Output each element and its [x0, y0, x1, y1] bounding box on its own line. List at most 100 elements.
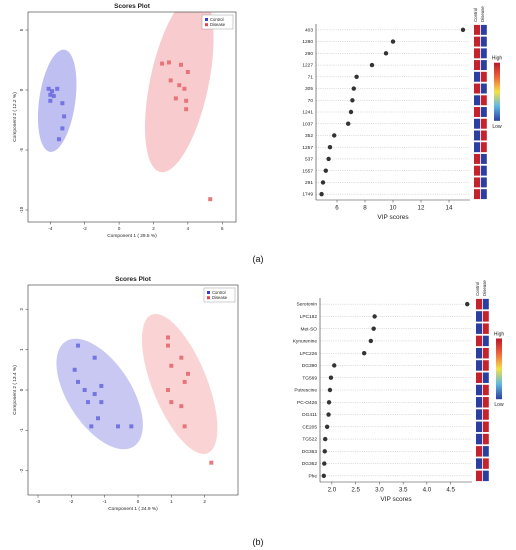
heat-cell-control-a [474, 189, 480, 200]
data-point-disease [166, 343, 170, 348]
y-tick-label-b: 1 [19, 348, 24, 351]
data-point-disease [166, 60, 171, 65]
data-point-control [89, 424, 94, 429]
data-point-disease [169, 400, 174, 405]
heat-cell-control-a [474, 153, 480, 164]
vip-point-a [326, 156, 331, 162]
vip-point-b [465, 301, 470, 307]
vip-point-a [348, 109, 354, 115]
data-point-control [99, 383, 104, 388]
heat-cell-disease-b [482, 458, 489, 469]
heat-cell-disease-b [482, 397, 489, 408]
heat-cell-control-a [474, 107, 480, 117]
data-point-disease [178, 62, 183, 67]
vip-point-a [319, 191, 324, 197]
x-tick-label-b: -1 [103, 499, 107, 504]
y-axis-label-a: Component 2 ( 12.2 %) [12, 92, 18, 142]
vip-point-a [460, 27, 466, 33]
heat-cell-control-b [476, 323, 482, 334]
data-point-disease [168, 78, 173, 83]
x-tick-label-a: 2 [152, 226, 155, 231]
data-point-control [92, 392, 97, 397]
heat-cell-disease-b [482, 409, 489, 420]
heat-cell-control-a [474, 165, 480, 176]
heat-cell-control-b [476, 409, 482, 420]
vip-point-b [372, 314, 377, 319]
legend-swatch-control [205, 18, 208, 21]
heat-cell-control-a [474, 24, 480, 35]
heat-cell-disease-a [480, 118, 487, 129]
data-point-control [46, 86, 51, 91]
data-point-disease [179, 355, 184, 360]
legend-swatch-disease [207, 296, 210, 300]
heat-cell-control-b [476, 421, 482, 433]
heat-cell-control-a [474, 142, 480, 153]
vip-feature-label-a: 1749 [302, 192, 313, 198]
heat-cell-control-a [474, 177, 480, 188]
scores-plot-title-a: Scores Plot [114, 3, 151, 10]
vip-feature-label-a: 1257 [302, 145, 313, 151]
data-point-disease [166, 388, 170, 392]
vip-feature-label-b: CE205 [302, 424, 317, 430]
data-point-control [48, 92, 53, 97]
vip-point-b [371, 326, 376, 331]
heat-cell-disease-a [480, 107, 487, 117]
plot-frame-a [27, 11, 237, 223]
data-point-disease [177, 83, 182, 88]
y-tick-label-b: -1 [19, 428, 24, 432]
vip-feature-label-b: TG569 [302, 375, 317, 381]
x-tick-label-b: 1 [170, 499, 173, 504]
x-tick-label-a: -2 [83, 226, 87, 231]
vip-plot-b: Serotonin LPC182 Met-SO Kynurenine LPC226 DG3… [293, 280, 505, 503]
data-point-disease [182, 86, 187, 91]
vip-point-b [323, 436, 328, 442]
vip-point-b [332, 363, 337, 368]
y-tick-label-b: -2 [19, 468, 24, 472]
colorbar-high-label-a: High [492, 56, 503, 62]
vip-feature-label-b: DG390 [302, 363, 318, 369]
data-point-control [72, 367, 77, 372]
vip-feature-label-b: Kynurenine [293, 339, 318, 345]
vip-feature-label-b: TG522 [302, 437, 317, 443]
vip-feature-label-a: 305 [305, 86, 313, 92]
confidence-ellipse-disease [141, 313, 218, 454]
vip-feature-label-a: 1227 [302, 63, 313, 69]
heat-cell-control-b [476, 347, 482, 359]
scores-plot-area-b [56, 313, 218, 465]
data-point-control [92, 355, 97, 360]
heat-cell-control-b [476, 446, 482, 457]
legend-box [201, 14, 234, 30]
colorbar-low-label-a: Low [492, 124, 502, 130]
vip-point-b [328, 375, 334, 380]
colorbar-high-label-b: High [494, 331, 505, 337]
data-point-control [62, 114, 67, 119]
vip-x-tick-label-a: 6 [335, 205, 339, 212]
heat-cell-control-a [474, 36, 480, 47]
heat-cell-control-b [476, 360, 482, 371]
data-point-control [51, 94, 56, 98]
vip-point-b [327, 387, 333, 393]
panel-caption-b: (b) [253, 537, 264, 547]
vip-feature-label-b: DG362 [302, 461, 318, 467]
x-tick-label-a: -4 [48, 226, 52, 231]
legend-label-control: Control [210, 17, 224, 22]
vip-point-a [383, 51, 389, 56]
heat-cell-disease-b [482, 446, 489, 457]
vip-feature-label-b: DG363 [302, 449, 318, 455]
vip-plot-a: 403 1280 290 1227 71 305 70 1241 1037 352 1257 537 1… [302, 6, 502, 221]
data-point-disease [179, 404, 184, 409]
y-tick-label-b: 2 [19, 307, 24, 310]
heat-column-label-disease-a: Disease [480, 6, 485, 22]
heat-cell-disease-b [482, 360, 489, 371]
vip-feature-label-a: 1037 [302, 121, 313, 127]
data-point-control [82, 388, 87, 392]
data-point-control [99, 400, 104, 405]
heat-cell-control-a [474, 95, 480, 106]
heat-cell-disease-a [480, 60, 487, 71]
data-point-disease [185, 70, 190, 74]
x-tick-label-a: 6 [221, 226, 224, 231]
vip-feature-label-a: 352 [305, 133, 313, 139]
data-point-disease [182, 379, 187, 384]
data-point-disease [173, 96, 178, 101]
vip-feature-label-a: 70 [308, 98, 314, 104]
